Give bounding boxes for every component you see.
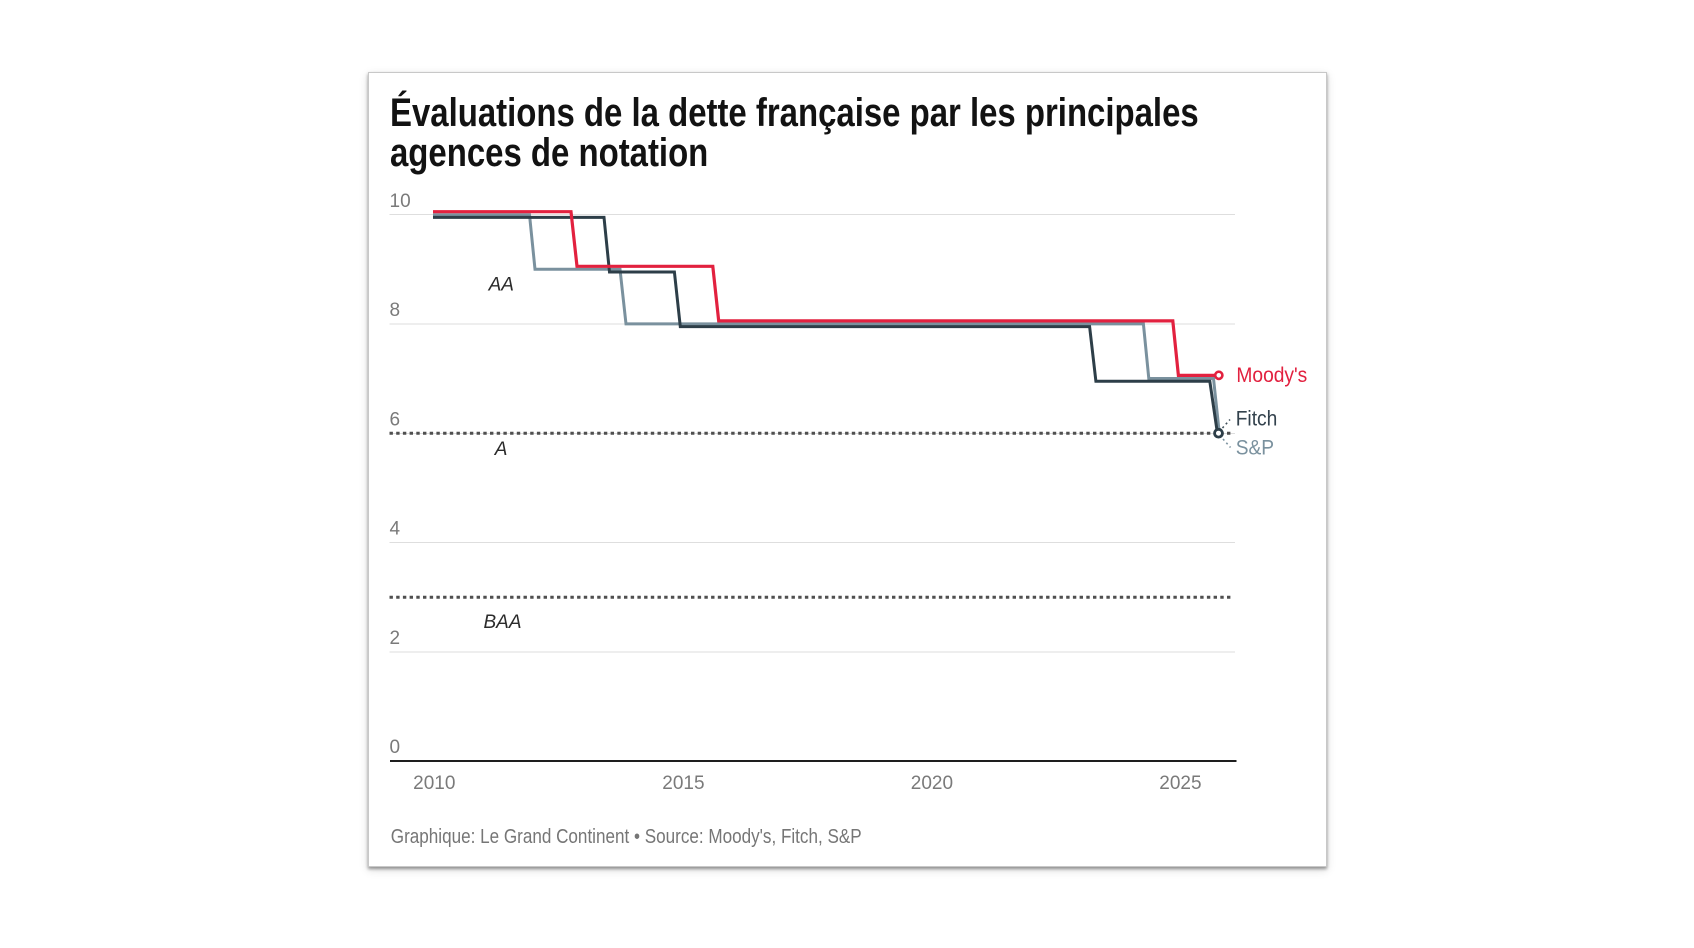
svg-text:2010: 2010 — [413, 773, 455, 794]
svg-text:0: 0 — [390, 737, 401, 758]
svg-text:BAA: BAA — [484, 612, 522, 633]
svg-text:4: 4 — [390, 519, 401, 540]
svg-text:A: A — [494, 439, 508, 460]
svg-text:Fitch: Fitch — [1236, 408, 1278, 431]
svg-text:Graphique: Le Grand Continent: Graphique: Le Grand Continent • Source: … — [391, 825, 862, 848]
svg-text:2020: 2020 — [911, 773, 953, 794]
svg-text:2: 2 — [390, 628, 401, 649]
svg-text:6: 6 — [390, 409, 401, 430]
svg-text:2025: 2025 — [1159, 773, 1201, 794]
svg-text:10: 10 — [390, 191, 411, 212]
svg-text:AA: AA — [488, 275, 514, 296]
svg-text:8: 8 — [390, 300, 401, 321]
svg-text:S&P: S&P — [1236, 437, 1274, 460]
svg-text:Moody's: Moody's — [1236, 364, 1307, 387]
svg-text:2015: 2015 — [662, 773, 704, 794]
